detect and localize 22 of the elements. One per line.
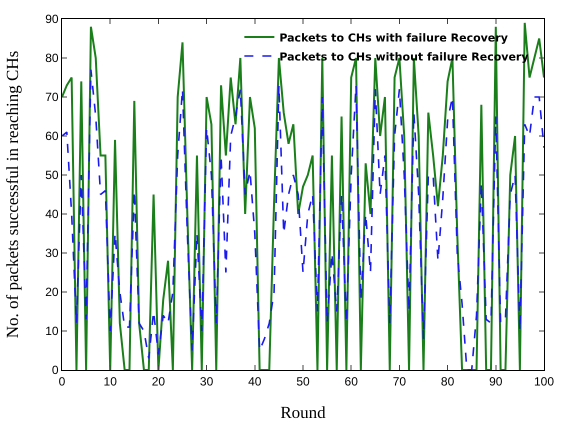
y-tick-label: 10 bbox=[45, 324, 59, 338]
x-tick-label: 80 bbox=[440, 374, 455, 388]
y-tick-label: 70 bbox=[45, 90, 59, 104]
y-tick-label: 90 bbox=[45, 12, 59, 26]
y-tick-label: 0 bbox=[52, 363, 59, 378]
y-axis-title: No. of packets successful in reaching CHs bbox=[3, 50, 22, 338]
x-tick-label: 60 bbox=[344, 374, 358, 388]
y-tick-label: 30 bbox=[45, 246, 59, 260]
y-tick-label: 80 bbox=[45, 51, 59, 66]
x-tick-label: 40 bbox=[248, 374, 262, 388]
y-tick-label: 20 bbox=[45, 285, 59, 300]
x-tick-label: 30 bbox=[200, 374, 214, 388]
y-tick-label: 60 bbox=[45, 129, 59, 144]
x-tick-label: 10 bbox=[104, 374, 118, 388]
y-tick-label: 50 bbox=[45, 168, 59, 182]
x-tick-label: 50 bbox=[296, 374, 310, 388]
x-axis-title: Round bbox=[280, 403, 326, 422]
x-tick-label: 70 bbox=[392, 374, 406, 388]
x-tick-label: 90 bbox=[489, 374, 503, 388]
x-tick-label: 20 bbox=[152, 374, 166, 388]
x-tick-label: 100 bbox=[534, 374, 554, 388]
y-tick-label: 40 bbox=[45, 207, 59, 222]
